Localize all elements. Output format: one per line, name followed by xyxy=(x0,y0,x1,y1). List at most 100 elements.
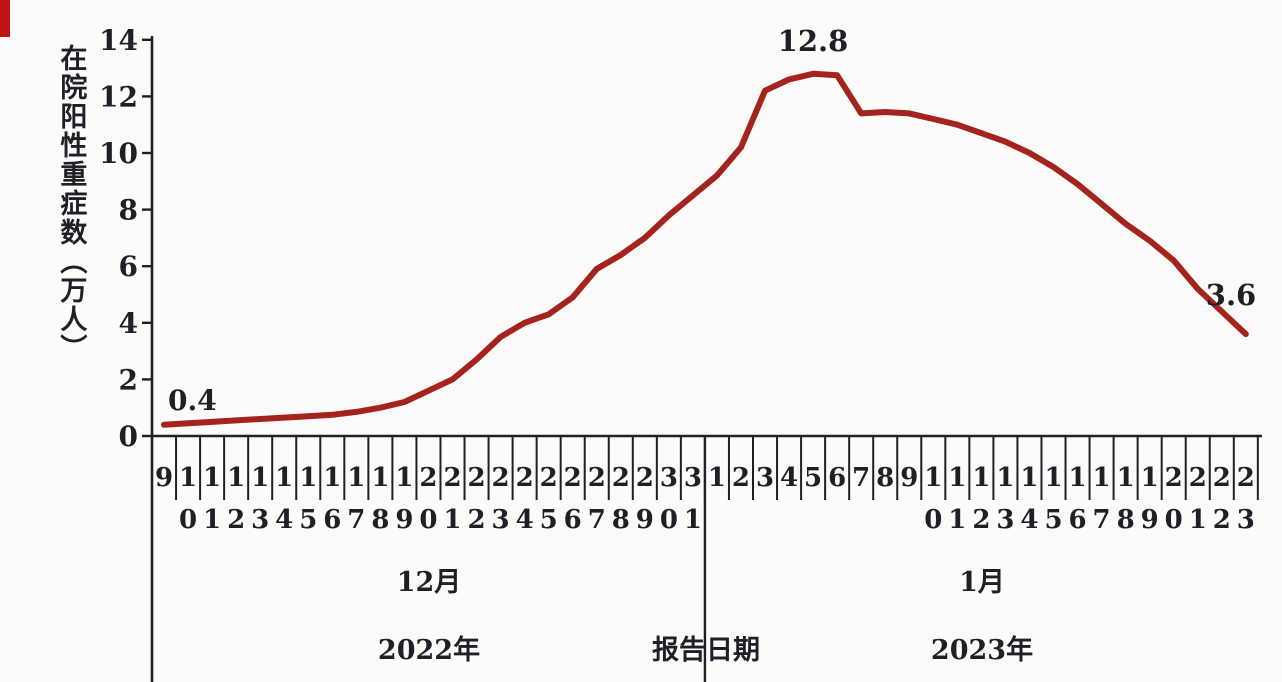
day-label-digit: 4 xyxy=(275,505,293,535)
day-label-digit: 2 xyxy=(1189,463,1207,493)
day-label-digit: 1 xyxy=(299,463,317,493)
day-label-digit: 2 xyxy=(227,505,245,535)
day-label-digit: 0 xyxy=(924,505,942,535)
day-label-digit: 9 xyxy=(395,505,413,535)
day-label-digit: 9 xyxy=(155,463,173,493)
day-label-digit: 2 xyxy=(443,463,461,493)
day-label-digit: 2 xyxy=(419,463,437,493)
day-label-digit: 0 xyxy=(1165,505,1183,535)
day-label-digit: 1 xyxy=(1189,505,1207,535)
day-label-digit: 6 xyxy=(1068,505,1086,535)
day-label-digit: 2 xyxy=(564,463,582,493)
day-label-digit: 8 xyxy=(876,463,894,493)
day-label-digit: 2 xyxy=(1213,463,1231,493)
day-label-digit: 1 xyxy=(323,463,341,493)
day-label-digit: 6 xyxy=(564,505,582,535)
day-label-digit: 4 xyxy=(780,463,798,493)
y-tick-label: 4 xyxy=(119,307,138,340)
day-label-digit: 5 xyxy=(1044,505,1062,535)
day-label-digit: 1 xyxy=(227,463,245,493)
day-label-digit: 7 xyxy=(1093,505,1111,535)
day-label-digit: 5 xyxy=(804,463,822,493)
day-label-digit: 2 xyxy=(732,463,750,493)
day-label-digit: 1 xyxy=(1141,463,1159,493)
x-axis-title: 报告日期 xyxy=(652,635,760,666)
day-label-digit: 1 xyxy=(275,463,293,493)
day-label-digit: 3 xyxy=(660,463,678,493)
day-label-digit: 2 xyxy=(636,463,654,493)
year-label-2022: 2022年 xyxy=(377,635,481,666)
day-label-digit: 1 xyxy=(948,505,966,535)
day-label-digit: 1 xyxy=(203,463,221,493)
day-label-digit: 1 xyxy=(972,463,990,493)
annotation-start-value: 0.4 xyxy=(168,384,217,417)
day-label-digit: 1 xyxy=(251,463,269,493)
y-tick-label: 6 xyxy=(119,250,138,283)
day-label-digit: 3 xyxy=(756,463,774,493)
day-label-digit: 3 xyxy=(684,463,702,493)
day-label-digit: 8 xyxy=(612,505,630,535)
day-label-digit: 1 xyxy=(1020,463,1038,493)
day-label-digit: 1 xyxy=(203,505,221,535)
day-label-digit: 3 xyxy=(1237,505,1255,535)
annotation-end-value: 3.6 xyxy=(1205,278,1257,312)
day-label-digit: 1 xyxy=(347,463,365,493)
day-label-digit: 8 xyxy=(1117,505,1135,535)
day-label-digit: 5 xyxy=(299,505,317,535)
day-label-digit: 1 xyxy=(996,463,1014,493)
day-label-digit: 1 xyxy=(1117,463,1135,493)
day-label-digit: 7 xyxy=(852,463,870,493)
day-label-digit: 1 xyxy=(1093,463,1111,493)
day-label-digit: 1 xyxy=(708,463,726,493)
y-tick-label: 12 xyxy=(99,80,138,113)
day-label-digit: 0 xyxy=(419,505,437,535)
month-label-january: 1月 xyxy=(959,567,1005,598)
day-label-digit: 5 xyxy=(540,505,558,535)
day-label-digit: 0 xyxy=(179,505,197,535)
corner-red-strip xyxy=(0,0,10,37)
day-label-digit: 1 xyxy=(1044,463,1062,493)
day-label-digit: 0 xyxy=(660,505,678,535)
year-label-2023: 2023年 xyxy=(930,635,1034,666)
day-label-digit: 6 xyxy=(323,505,341,535)
day-label-digit: 1 xyxy=(395,463,413,493)
day-label-digit: 4 xyxy=(516,505,534,535)
day-label-digit: 2 xyxy=(492,463,510,493)
y-tick-label: 0 xyxy=(119,420,138,453)
y-axis-title: 在院阳性重症数（万人） xyxy=(55,44,87,363)
day-label-digit: 2 xyxy=(1165,463,1183,493)
day-label-digit: 2 xyxy=(612,463,630,493)
day-label-digit: 9 xyxy=(1141,505,1159,535)
month-label-december: 12月 xyxy=(396,567,462,598)
day-label-digit: 2 xyxy=(467,463,485,493)
y-tick-label: 8 xyxy=(119,194,138,227)
day-label-digit: 2 xyxy=(467,505,485,535)
day-label-digit: 2 xyxy=(1213,505,1231,535)
day-label-digit: 3 xyxy=(492,505,510,535)
day-label-digit: 9 xyxy=(900,463,918,493)
day-label-digit: 4 xyxy=(1020,505,1038,535)
series-line xyxy=(161,70,1249,428)
day-label-digit: 6 xyxy=(828,463,846,493)
day-label-digit: 7 xyxy=(347,505,365,535)
day-label-digit: 9 xyxy=(636,505,654,535)
day-label-digit: 2 xyxy=(1237,463,1255,493)
day-label-digit: 2 xyxy=(588,463,606,493)
y-tick-label: 14 xyxy=(99,24,138,57)
day-label-digit: 3 xyxy=(996,505,1014,535)
day-label-digit: 1 xyxy=(1068,463,1086,493)
day-label-digit: 8 xyxy=(371,505,389,535)
day-label-digit: 1 xyxy=(443,505,461,535)
day-label-digit: 1 xyxy=(924,463,942,493)
day-label-digit: 1 xyxy=(179,463,197,493)
day-label-digit: 7 xyxy=(588,505,606,535)
y-tick-label: 2 xyxy=(119,363,138,396)
day-label-digit: 2 xyxy=(540,463,558,493)
y-tick-label: 10 xyxy=(99,137,138,170)
day-label-digit: 1 xyxy=(684,505,702,535)
day-label-digit: 2 xyxy=(972,505,990,535)
day-label-digit: 2 xyxy=(516,463,534,493)
day-label-digit: 3 xyxy=(251,505,269,535)
